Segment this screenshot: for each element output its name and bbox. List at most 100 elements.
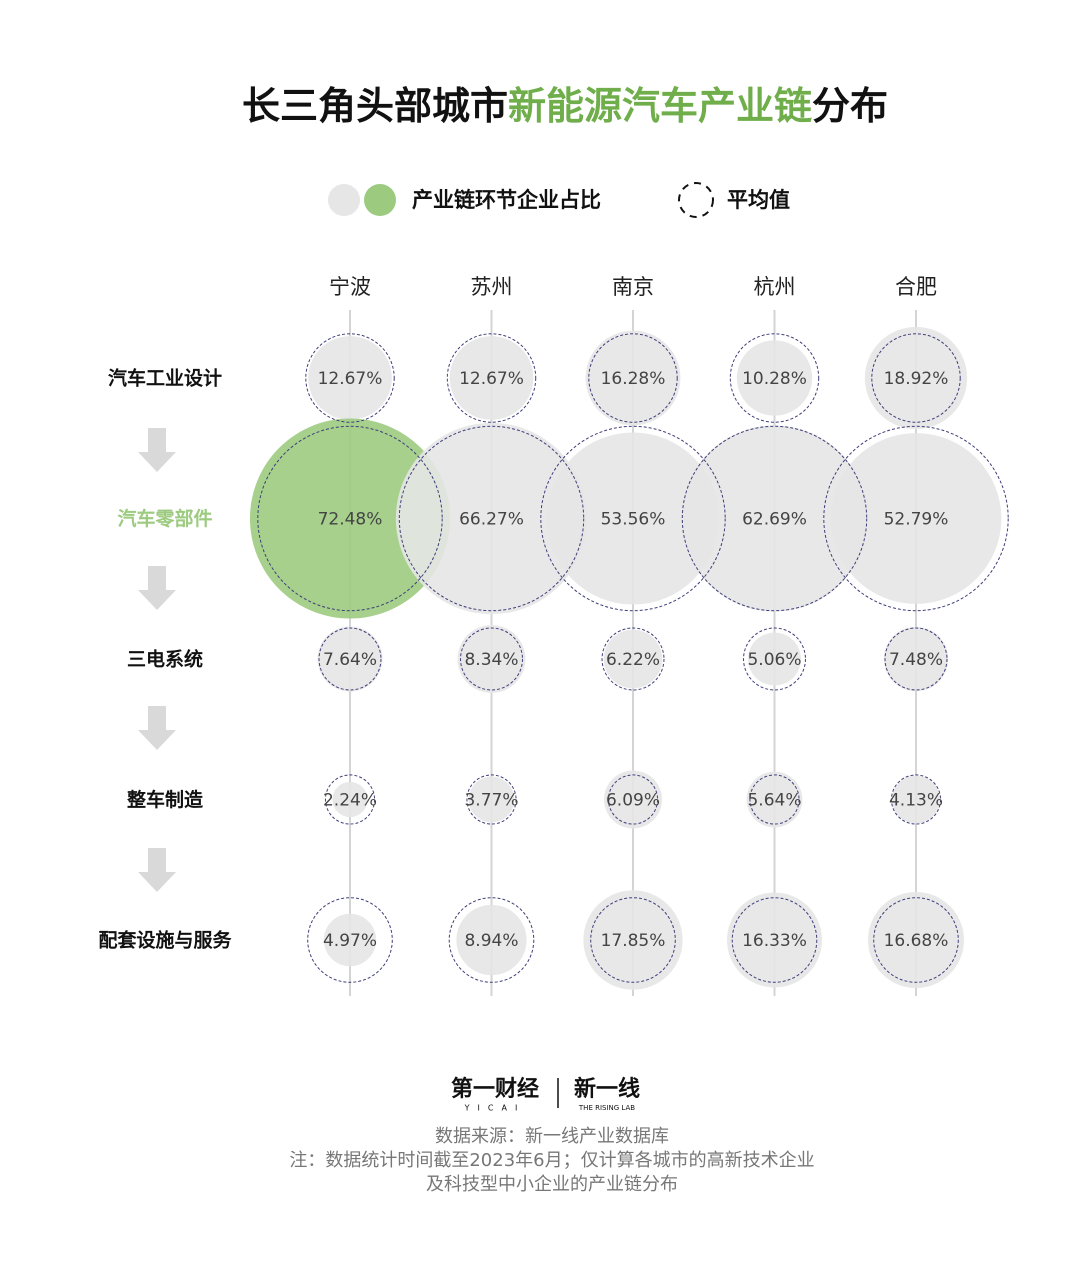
value-label: 10.28%	[742, 369, 807, 389]
value-label: 2.24%	[323, 791, 377, 811]
bubble	[547, 432, 719, 605]
average-circle	[871, 333, 961, 423]
legend: 产业链环节企业占比 平均值	[328, 182, 790, 218]
value-label: 6.09%	[606, 791, 660, 811]
row-label: 汽车零部件	[117, 507, 212, 530]
row-label: 整车制造	[127, 788, 204, 811]
bubble	[468, 776, 515, 823]
value-label: 4.97%	[323, 931, 377, 951]
average-circle	[729, 333, 820, 423]
source: 数据来源：新一线产业数据库	[435, 1126, 669, 1147]
arrow	[138, 706, 176, 750]
column-label: 杭州	[754, 275, 796, 299]
bubble	[746, 771, 803, 828]
value-label: 5.64%	[747, 791, 801, 811]
arrows	[138, 428, 176, 892]
average-circle	[305, 333, 395, 423]
column-label: 宁波	[329, 275, 371, 299]
value-label: 6.22%	[606, 650, 660, 670]
average-circle	[873, 897, 959, 983]
logo: 新一线	[574, 1076, 640, 1102]
average-circle	[446, 333, 537, 423]
average-circle	[681, 425, 868, 612]
bubble	[249, 418, 451, 619]
bubble	[323, 913, 377, 967]
legend-label: 平均值	[727, 188, 790, 212]
average-circle	[318, 627, 382, 691]
bubble	[332, 781, 368, 818]
average-circle	[588, 333, 678, 423]
logo-sub: THE RISING LAB	[578, 1104, 635, 1112]
value-label: 52.79%	[884, 510, 949, 530]
value-label: 17.85%	[601, 931, 666, 951]
average-circle	[607, 774, 659, 825]
bubble	[395, 422, 588, 615]
value-label: 16.33%	[742, 931, 807, 951]
value-label: 4.13%	[889, 791, 943, 811]
value-label: 16.28%	[601, 369, 666, 389]
value-label: 12.67%	[459, 369, 524, 389]
average-circle	[749, 774, 800, 825]
arrow	[138, 848, 176, 892]
bubble	[603, 629, 663, 689]
column-label: 南京	[612, 275, 654, 299]
bubble	[727, 892, 822, 988]
bubble	[308, 336, 392, 420]
fills	[249, 326, 1002, 990]
average-circle	[257, 425, 443, 612]
legend-swatch	[364, 184, 396, 216]
value-label: 62.69%	[742, 510, 807, 530]
arrow	[138, 428, 176, 472]
bubble	[748, 632, 801, 686]
bubble	[681, 425, 868, 612]
average-circle	[307, 897, 393, 983]
plot: 12.67% 12.67% 16.28% 10.28% 18.92% 72.48% 66.2…	[249, 310, 1009, 996]
value-label: 7.64%	[323, 650, 377, 670]
average-circle	[460, 627, 523, 691]
legend-swatch	[328, 184, 360, 216]
value-label: 8.94%	[464, 931, 518, 951]
value-label: 8.34%	[464, 650, 518, 670]
bubble	[892, 775, 940, 824]
value-label: 72.48%	[318, 510, 383, 530]
value-label: 3.77%	[464, 791, 518, 811]
labels: 12.67% 12.67% 16.28% 10.28% 18.92% 72.48% 66.2…	[318, 369, 949, 951]
bubble	[317, 626, 383, 692]
average-circle	[743, 627, 806, 691]
title-part: 分布	[812, 84, 888, 128]
average-circle	[398, 425, 585, 612]
value-label: 53.56%	[601, 510, 666, 530]
value-label: 16.68%	[884, 931, 949, 951]
bubble	[868, 892, 964, 988]
note: 及科技型中小企业的产业链分布	[426, 1174, 678, 1195]
row-label: 汽车工业设计	[108, 367, 222, 390]
value-label: 18.92%	[884, 369, 949, 389]
bubble	[883, 626, 949, 692]
value-label: 12.67%	[318, 369, 383, 389]
bubble	[830, 433, 1002, 604]
row-label: 配套设施与服务	[98, 929, 232, 952]
average-circle	[823, 425, 1009, 612]
note: 注：数据统计时间截至2023年6月；仅计算各城市的高新技术企业	[289, 1150, 814, 1171]
value-label: 7.48%	[889, 650, 943, 670]
value-label: 66.27%	[459, 510, 524, 530]
bubble	[736, 340, 813, 416]
average-circle	[890, 774, 942, 825]
legend-swatch	[678, 182, 714, 218]
arrow	[138, 566, 176, 610]
bubble	[864, 326, 968, 430]
bubble	[456, 904, 527, 976]
value-label: 5.06%	[747, 650, 801, 670]
average-circle	[324, 774, 376, 825]
bubble	[585, 330, 681, 426]
column-label: 苏州	[471, 275, 513, 299]
bubble	[449, 336, 534, 420]
average-circle	[731, 897, 818, 983]
average-circle	[466, 774, 517, 825]
chart-title: 长三角头部城市新能源汽车产业链分布	[242, 84, 888, 128]
bubble	[457, 625, 526, 693]
legend-label: 产业链环节企业占比	[412, 188, 601, 212]
column-label: 合肥	[895, 275, 937, 299]
average-circle	[884, 627, 948, 691]
